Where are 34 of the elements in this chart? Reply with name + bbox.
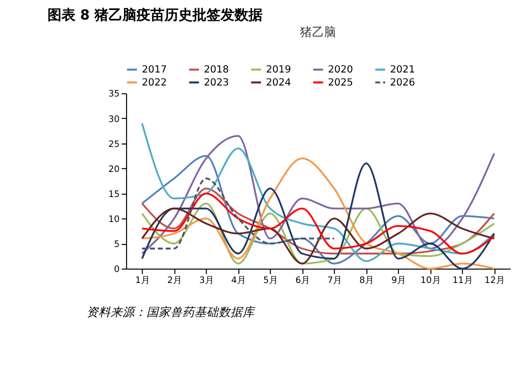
legend-label: 2022 <box>142 77 167 88</box>
x-tick-label: 4月 <box>231 276 246 286</box>
legend-label: 2023 <box>204 77 229 88</box>
chart-subtitle: 猪乙脑 <box>300 25 336 40</box>
y-tick-label: 35 <box>108 90 120 100</box>
legend-label: 2020 <box>328 64 354 76</box>
y-tick-label: 15 <box>108 190 120 200</box>
legend-label: 2018 <box>204 64 229 76</box>
legend-label: 2017 <box>142 64 167 76</box>
y-tick-label: 10 <box>108 214 120 225</box>
legend-label: 2024 <box>266 77 291 88</box>
legend-label: 2026 <box>390 77 416 88</box>
y-tick-label: 0 <box>114 265 120 276</box>
x-tick-label: 12月 <box>484 276 505 286</box>
x-tick-label: 5月 <box>263 276 278 286</box>
text: 资料来源：国家兽药基础数据库 <box>86 304 257 319</box>
legend-label: 2021 <box>390 64 416 76</box>
y-tick-label: 5 <box>114 240 120 250</box>
x-tick-label: 7月 <box>327 276 342 286</box>
y-tick-label: 30 <box>108 114 120 125</box>
x-tick-label: 6月 <box>295 276 310 286</box>
y-tick-label: 25 <box>108 140 120 150</box>
y-tick-label: 20 <box>108 164 120 175</box>
x-tick-label: 2月 <box>167 276 182 286</box>
chart-title: 图表 8 猪乙脑疫苗历史批签发数据 <box>47 6 262 24</box>
x-tick-label: 10月 <box>420 276 441 286</box>
x-tick-label: 3月 <box>199 276 214 286</box>
legend-label: 2025 <box>328 77 354 88</box>
x-tick-label: 11月 <box>452 276 473 286</box>
x-tick-label: 9月 <box>391 276 406 286</box>
x-tick-label: 8月 <box>359 276 374 286</box>
x-tick-label: 1月 <box>135 276 150 286</box>
legend-label: 2019 <box>266 64 291 76</box>
line-series <box>141 178 336 250</box>
